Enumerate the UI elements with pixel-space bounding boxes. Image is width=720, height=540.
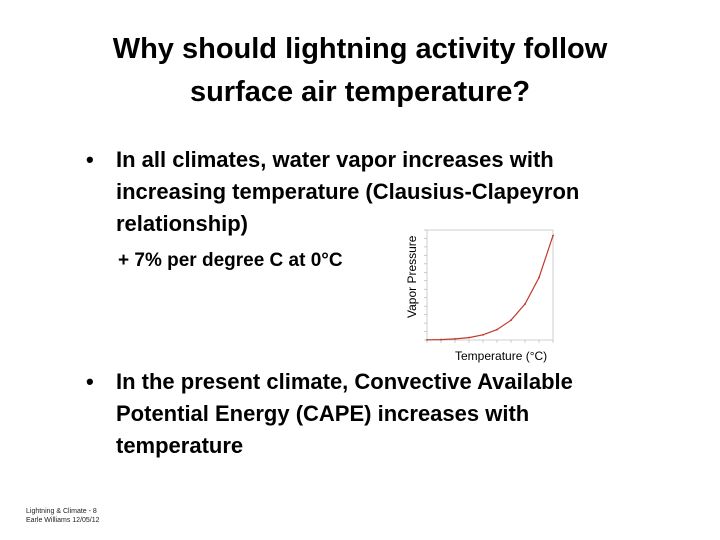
- bullet-water-vapor: • In all climates, water vapor increases…: [86, 144, 626, 240]
- bullet-marker: •: [86, 369, 94, 394]
- data-point: [510, 319, 512, 322]
- bullet-marker: •: [86, 147, 94, 172]
- footer-line-2: Earle Williams 12/05/12: [26, 517, 100, 524]
- data-point: [524, 303, 526, 305]
- chart-x-axis-label: Temperature (°C): [455, 349, 548, 363]
- footer-line-1: Lightning & Climate - 8: [26, 508, 97, 515]
- title-line-1: Why should lightning activity follow: [112, 33, 608, 65]
- data-point: [468, 336, 470, 339]
- plot-frame: [426, 229, 554, 341]
- chart-series: [426, 234, 554, 341]
- data-point: [538, 276, 540, 279]
- chart-axes: [426, 229, 554, 341]
- sub-bullet-rate: + 7% per degree C at 0°C: [118, 250, 343, 271]
- data-point: [496, 328, 498, 331]
- slide-title: Why should lightning activity follow sur…: [60, 28, 660, 114]
- data-point: [454, 338, 456, 340]
- data-point: [552, 234, 554, 237]
- vapor-pressure-curve: [426, 235, 554, 341]
- vapor-pressure-chart: [405, 222, 565, 367]
- slide-footer: Lightning & Climate - 8 Earle Williams 1…: [26, 507, 100, 525]
- bullet-text: In all climates, water vapor increases w…: [116, 147, 580, 236]
- title-line-2: surface air temperature?: [189, 76, 531, 108]
- bullet-cape: • In the present climate, Convective Ava…: [86, 366, 646, 462]
- chart-ticks: [424, 229, 554, 343]
- data-point: [426, 338, 428, 341]
- bullet-text: In the present climate, Convective Avail…: [116, 369, 573, 458]
- data-point: [440, 338, 442, 341]
- data-point: [482, 333, 484, 336]
- chart-svg: [424, 229, 554, 343]
